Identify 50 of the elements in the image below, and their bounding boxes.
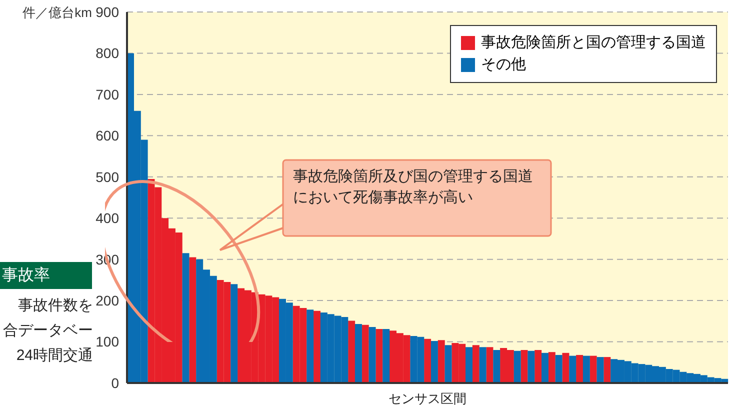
y-tick-label: 600: [96, 128, 120, 144]
bar: [520, 350, 528, 383]
y-tick-label: 400: [96, 210, 120, 226]
bar: [576, 354, 584, 383]
bar: [368, 326, 376, 383]
bar: [444, 345, 452, 383]
bar: [189, 257, 196, 383]
bar: [493, 350, 500, 383]
bar: [430, 340, 438, 383]
y-tick-label: 100: [96, 334, 120, 350]
y-tick-label: 800: [96, 45, 120, 62]
bar: [548, 352, 556, 383]
bar: [569, 356, 576, 383]
bar: [362, 324, 369, 383]
bar: [382, 329, 390, 383]
y-tick-label: 700: [96, 86, 120, 102]
text: 合データベー: [3, 321, 93, 340]
bar: [562, 352, 570, 383]
bar: [479, 347, 486, 383]
y-tick-label: 200: [96, 292, 120, 309]
bar: [182, 253, 190, 383]
text: 事故件数を: [18, 296, 93, 315]
bar: [424, 338, 432, 383]
bar: [555, 354, 562, 383]
x-axis-title: センサス区間: [388, 391, 466, 405]
text: 24時間交通: [16, 346, 93, 365]
y-axis-title: 件／億台km: [22, 4, 92, 22]
y-tick-label: 500: [96, 168, 120, 185]
y-tick-label: 900: [96, 4, 120, 20]
bar: [528, 350, 535, 383]
legend-label: 事故危険箇所と国の管理する国道: [481, 33, 706, 53]
text: 事故率: [0, 262, 92, 289]
bar: [486, 347, 494, 383]
bar: [582, 356, 590, 383]
bar: [534, 350, 542, 383]
bar: [472, 345, 480, 383]
y-tick-label: 0: [111, 374, 120, 391]
bar: [306, 310, 314, 383]
bar: [314, 310, 321, 383]
bar: [514, 350, 521, 383]
bar: [376, 329, 383, 383]
bar: [438, 340, 445, 383]
bar: [604, 357, 611, 383]
bar: [541, 352, 548, 383]
bar: [230, 284, 238, 383]
bar: [596, 357, 604, 383]
bar: [348, 320, 356, 383]
legend-label: その他: [481, 55, 526, 75]
bar: [354, 324, 362, 383]
bar: [465, 347, 472, 383]
